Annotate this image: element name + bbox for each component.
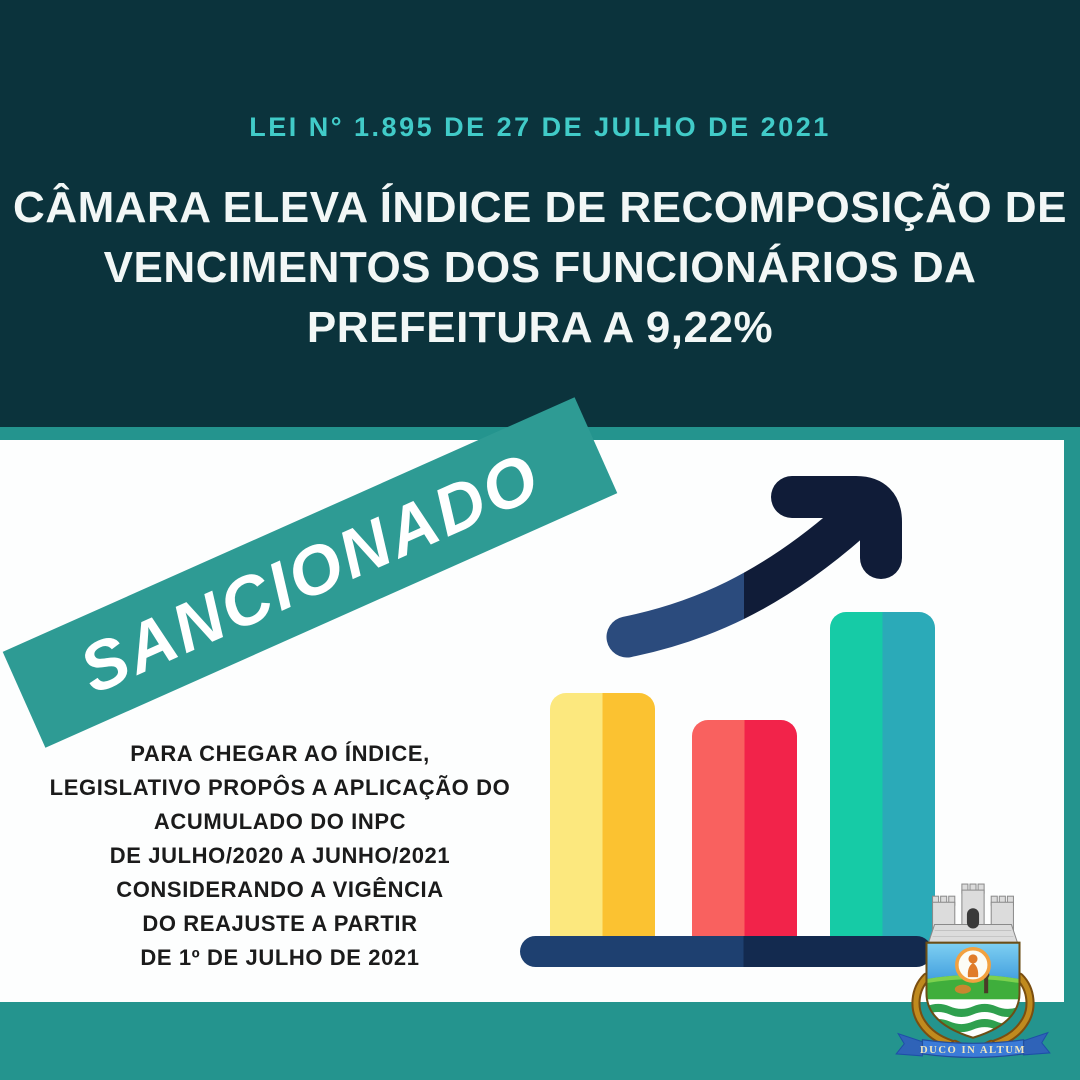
body-line-7: DE 1º DE JULHO DE 2021 (140, 945, 420, 970)
headline-line-3: PREFEITURA A 9,22% (306, 303, 774, 352)
chart-bar-yellow (550, 693, 655, 943)
body-line-3: ACUMULADO DO INPC (153, 809, 407, 834)
body-line-1: PARA CHEGAR AO ÍNDICE, (130, 741, 430, 766)
chart-bar-red (692, 720, 797, 943)
mural-crown-icon (927, 883, 1019, 944)
law-number-label: LEI N° 1.895 DE 27 DE JULHO DE 2021 (249, 112, 831, 142)
crest-motto: DUCO IN ALTUM (920, 1045, 1026, 1056)
body-line-2: LEGISLATIVO PROPÔS A APLICAÇÃO DO (49, 775, 511, 800)
headline: CÂMARA ELEVA ÍNDICE DE RECOMPOSIÇÃO DE V… (0, 178, 1080, 358)
body-line-4: DE JULHO/2020 A JUNHO/2021 (109, 843, 451, 868)
shield (925, 941, 1021, 1039)
motto-ribbon: DUCO IN ALTUM (895, 1031, 1051, 1059)
headline-line-2: VENCIMENTOS DOS FUNCIONÁRIOS DA (103, 243, 977, 292)
chart-base-bar (520, 936, 932, 967)
body-line-6: DO REAJUSTE A PARTIR (142, 911, 418, 936)
chart-bar-teal (830, 612, 935, 943)
body-line-5: CONSIDERANDO A VIGÊNCIA (116, 877, 444, 902)
body-paragraph: PARA CHEGAR AO ÍNDICE, LEGISLATIVO PROPÔ… (28, 737, 532, 975)
headline-line-1: CÂMARA ELEVA ÍNDICE DE RECOMPOSIÇÃO DE (13, 183, 1067, 232)
city-crest: DUCO IN ALTUM (895, 883, 1051, 1059)
header-section: LEI N° 1.895 DE 27 DE JULHO DE 2021 CÂMA… (0, 0, 1080, 427)
